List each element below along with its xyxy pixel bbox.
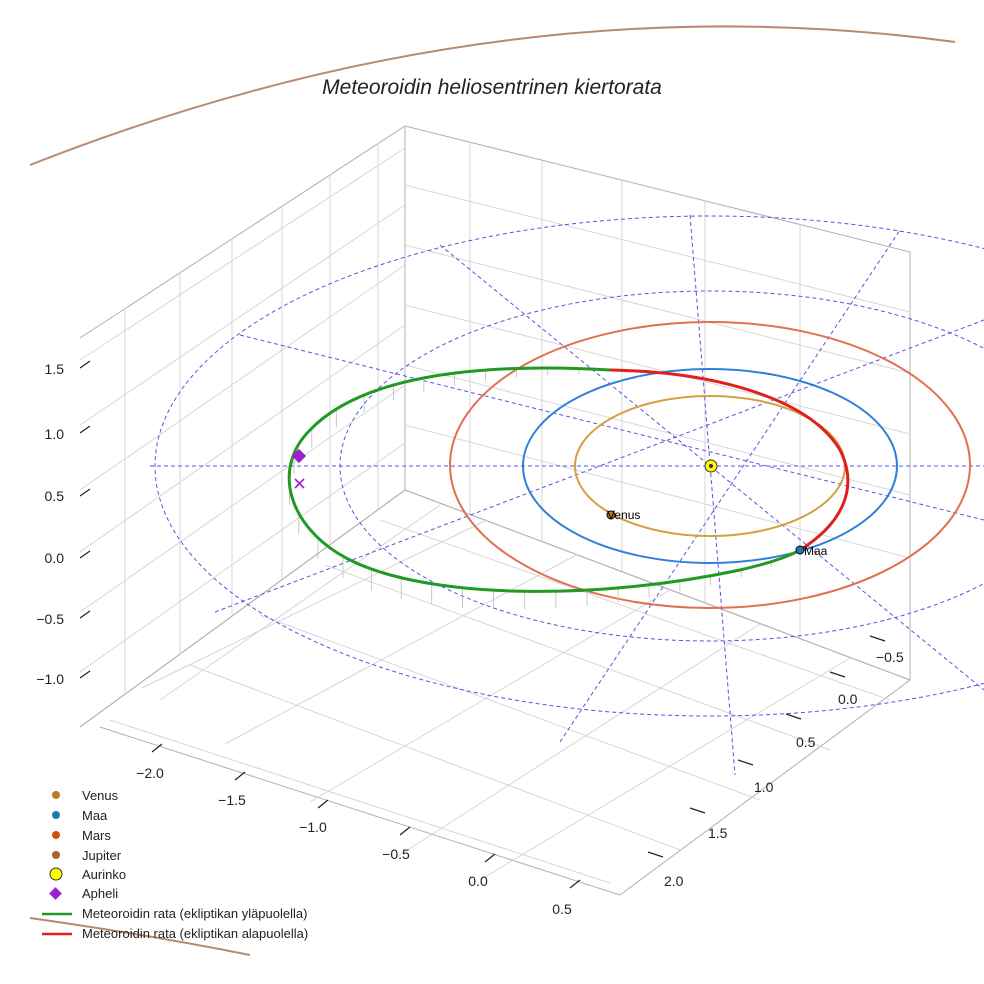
- legend-apheli-marker: [49, 887, 62, 900]
- venus-label: Venus: [607, 508, 640, 522]
- z-tick-label: −1.0: [36, 671, 64, 687]
- legend-orbit-above-label: Meteoroidin rata (ekliptikan yläpuolella…: [82, 906, 307, 921]
- x-axis-ticks: [151, 743, 581, 889]
- grid-line: [224, 553, 579, 745]
- legend-maa-label: Maa: [82, 808, 108, 823]
- x-tick-label: 0.5: [552, 901, 572, 917]
- legend-orbit-below-label: Meteoroidin rata (ekliptikan alapuolella…: [82, 926, 308, 941]
- x-tick-label: −1.5: [218, 792, 246, 808]
- grid-line: [79, 264, 406, 491]
- y-tick-label: 0.5: [796, 734, 816, 750]
- grid-line: [79, 384, 406, 613]
- z-axis-tick-labels: 1.5 1.0 0.5 0.0 −0.5 −1.0: [36, 361, 64, 687]
- jupiter-orbit: [29, 917, 251, 956]
- aphelion-marker: [291, 448, 307, 464]
- grid-line: [404, 424, 911, 559]
- meteoroid-orbit: [287, 366, 850, 610]
- x-tick-label: −1.0: [299, 819, 327, 835]
- grid-line: [404, 304, 911, 435]
- venus-marker: [606, 510, 616, 520]
- x-tick-label: 0.0: [468, 873, 488, 889]
- y-tick-label: 1.0: [754, 779, 774, 795]
- z-axis-ticks: [79, 360, 91, 679]
- jupiter-orbit: [29, 25, 956, 166]
- legend-venus-label: Venus: [82, 788, 119, 803]
- earth-orbit: [522, 368, 898, 564]
- earth-marker: [795, 545, 805, 555]
- legend-jupiter-label: Jupiter: [82, 848, 122, 863]
- aphelion-projection-x-icon: [294, 478, 305, 489]
- z-tick-label: 1.0: [45, 426, 65, 442]
- grid-line: [189, 664, 681, 851]
- grid-line: [394, 623, 761, 859]
- mars-orbit: [449, 321, 971, 609]
- meteoroid-orbit-below-ecliptic: [609, 368, 850, 552]
- grid-line: [79, 147, 406, 361]
- legend-maa-marker: [52, 811, 60, 819]
- reference-spoke: [239, 334, 984, 521]
- left-pane-outline: [79, 125, 406, 728]
- floor-outline: [79, 489, 912, 896]
- grid-line: [404, 364, 911, 496]
- sun-center-icon: [709, 464, 713, 468]
- grid-line: [404, 184, 911, 313]
- y-tick-label: −0.5: [876, 649, 904, 665]
- legend-mars-label: Mars: [82, 828, 111, 843]
- z-tick-label: −0.5: [36, 611, 64, 627]
- legend: Venus Maa Mars Jupiter Aurinko Apheli Me…: [42, 788, 308, 941]
- grid-line: [259, 614, 761, 801]
- grid-line: [379, 519, 891, 701]
- grid-line: [479, 657, 851, 881]
- x-axis-tick-labels: −2.0 −1.5 −1.0 −0.5 0.0 0.5: [136, 765, 572, 917]
- grid-line: [141, 519, 488, 689]
- grid-line: [79, 204, 406, 426]
- legend-venus-marker: [52, 791, 60, 799]
- grid-line: [159, 504, 441, 701]
- grid-line: [404, 244, 911, 374]
- legend-mars-marker: [52, 831, 60, 839]
- grid-line: [79, 442, 406, 673]
- grid-line: [109, 719, 611, 884]
- x-tick-label: −0.5: [382, 846, 410, 862]
- y-tick-label: 1.5: [708, 825, 728, 841]
- planet-orbits: [29, 25, 971, 956]
- y-axis-tick-labels: −0.5 0.0 0.5 1.0 1.5 2.0: [664, 649, 904, 889]
- reference-spoke: [559, 229, 901, 743]
- z-tick-label: 1.5: [45, 361, 65, 377]
- legend-aurinko-label: Aurinko: [82, 867, 126, 882]
- legend-aurinko-marker: [49, 867, 63, 881]
- y-axis-ticks: [647, 635, 886, 858]
- y-tick-label: 2.0: [664, 873, 684, 889]
- y-tick-label: 0.0: [838, 691, 858, 707]
- meteoroid-orbit-above-ecliptic: [287, 366, 801, 593]
- axis-panes: [79, 125, 912, 896]
- earth-label: Maa: [804, 544, 828, 558]
- chart-title: Meteoroidin heliosentrinen kiertorata: [322, 76, 662, 99]
- legend-jupiter-marker: [52, 851, 60, 859]
- z-tick-label: 0.0: [45, 550, 65, 566]
- celestial-bodies: Venus Maa: [291, 448, 828, 558]
- legend-apheli-label: Apheli: [82, 886, 118, 901]
- reference-ring-outer: [154, 215, 984, 717]
- z-tick-label: 0.5: [45, 488, 65, 504]
- grid-line: [324, 564, 831, 751]
- x-tick-label: −2.0: [136, 765, 164, 781]
- reference-spoke: [689, 214, 736, 776]
